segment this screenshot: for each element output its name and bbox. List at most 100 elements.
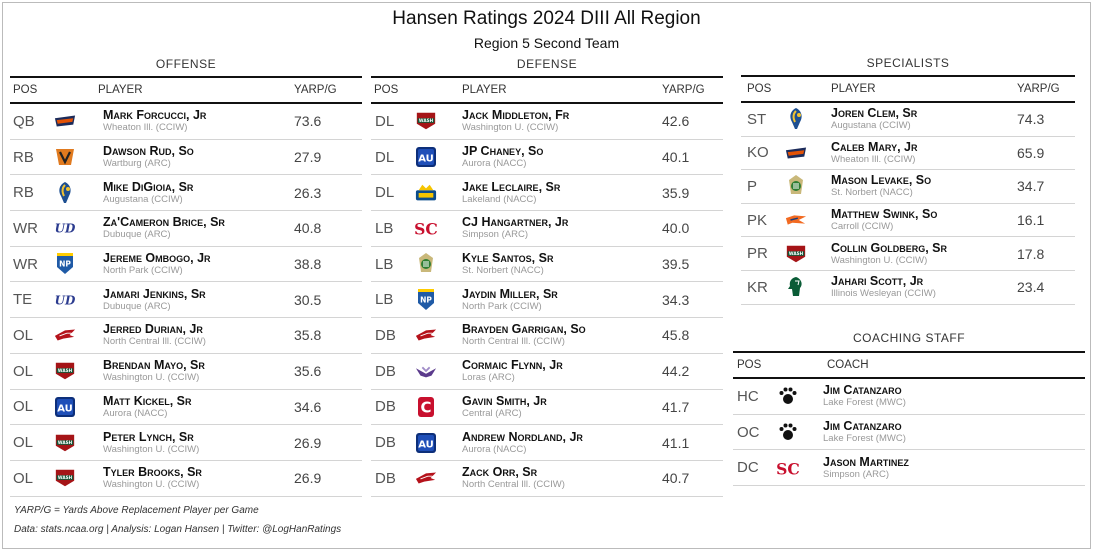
coach-row: DC SC Jason Martinez Simpson (ARC): [733, 450, 1085, 487]
position-label: DL: [375, 148, 395, 166]
svg-text:NP: NP: [59, 260, 71, 269]
coaching-header: POS COACH: [733, 351, 1085, 379]
pos-header: POS: [747, 83, 772, 95]
player-info: Jack Middleton, Fr Washington U. (CCIW): [437, 109, 662, 134]
svg-text:AU: AU: [418, 154, 434, 165]
position-label: QB: [13, 112, 35, 130]
svg-text:UD: UD: [55, 222, 76, 236]
player-row: DB Brayden Garrigan, So North Central Ill.…: [371, 318, 723, 354]
school-label: Loras (ARC): [462, 372, 515, 384]
player-name: Caleb Mary, Jr: [831, 139, 918, 154]
svg-text:C: C: [420, 398, 431, 416]
yarp-value: 41.1: [662, 434, 690, 451]
player-info: Jason Martinez Simpson (ARC): [799, 455, 1049, 480]
offense-header: POS PLAYER YARP/G: [10, 76, 362, 104]
wheaton-logo-icon: [785, 144, 807, 162]
player-name: Kyle Santos, Sr: [462, 251, 554, 266]
school-label: North Park (CCIW): [462, 300, 542, 312]
school-label: Carroll (CCIW): [831, 221, 894, 233]
position-label: OL: [13, 326, 34, 344]
school-label: Wartburg (ARC): [103, 158, 171, 170]
dubuque-logo-icon: UD: [54, 292, 76, 308]
position-label: LB: [375, 291, 394, 309]
coaching-title: COACHING STAFF: [852, 331, 966, 345]
player-row: DB C Gavin Smith, Jr Central (ARC) 41.7: [371, 390, 723, 426]
yarp-value: 34.7: [1017, 178, 1045, 195]
player-info: Zack Orr, Sr North Central Ill. (CCIW): [437, 465, 662, 491]
yarp-value: 65.9: [1017, 144, 1045, 161]
player-row: OL AU Matt Kickel, Sr Aurora (NACC) 34.6: [10, 390, 362, 426]
position-label: KO: [747, 144, 769, 162]
yarp-value: 34.3: [662, 291, 690, 308]
defense-header: POS PLAYER YARP/G: [371, 76, 723, 104]
stnorbert-logo-icon: [785, 174, 807, 198]
school-label: Central (ARC): [462, 407, 522, 419]
position-label: DB: [375, 362, 396, 380]
school-label: Illinois Wesleyan (CCIW): [831, 288, 936, 300]
school-label: St. Norbert (NACC): [462, 265, 544, 277]
aurora-logo-icon: AU: [415, 146, 437, 168]
yarp-value: 34.6: [294, 398, 322, 415]
school-label: Lake Forest (MWC): [823, 433, 906, 445]
yarp-value: 16.1: [1017, 212, 1045, 229]
position-label: OL: [13, 362, 34, 380]
svg-text:WASH: WASH: [789, 251, 804, 256]
northpark-logo-icon: NP: [54, 252, 76, 276]
yarp-value: 26.9: [294, 470, 322, 487]
yarp-value: 27.9: [294, 149, 322, 166]
player-info: Jim Catanzaro Lake Forest (MWC): [799, 384, 1049, 409]
wartburg-logo-icon: [54, 147, 76, 167]
player-name: Jerred Durian, Jr: [103, 322, 203, 337]
player-name: Jaydin Miller, Sr: [462, 286, 558, 301]
northcentral-logo-icon: [54, 327, 76, 343]
player-info: Joren Clem, Sr Augustana (CCIW): [807, 107, 1017, 132]
player-row: WR NP Jereme Ombogo, Jr North Park (CCIW) 38…: [10, 247, 362, 283]
player-name: Zack Orr, Sr: [462, 465, 538, 480]
school-label: North Park (CCIW): [103, 265, 183, 277]
player-row: WR UD Za'Cameron Brice, Sr Dubuque (ARC) 40.…: [10, 211, 362, 247]
player-info: Matt Kickel, Sr Aurora (NACC): [76, 394, 294, 419]
school-label: St. Norbert (NACC): [831, 187, 913, 199]
washu-logo-icon: WASH: [54, 433, 76, 453]
school-label: Aurora (NACC): [462, 158, 527, 170]
stat-header: YARP/G: [662, 84, 705, 96]
position-label: DL: [375, 184, 395, 202]
defense-title: DEFENSE: [516, 57, 578, 71]
player-name: Brendan Mayo, Sr: [103, 358, 205, 373]
player-name: CJ Hangartner, Jr: [462, 215, 569, 230]
central-logo-icon: C: [415, 396, 437, 418]
washu-logo-icon: WASH: [54, 361, 76, 381]
coaching-rows: HC Jim Catanzaro Lake Forest (MWC) OC Jim Ca…: [733, 379, 1085, 487]
coach-name: Jim Catanzaro: [823, 419, 902, 434]
defense-rows: DL WASH Jack Middleton, Fr Washington U. (C…: [371, 104, 723, 497]
player-row: OL WASH Brendan Mayo, Sr Washington U. (CCI…: [10, 354, 362, 390]
player-row: TE UD Jamari Jenkins, Sr Dubuque (ARC) 30.5: [10, 282, 362, 319]
position-label: OL: [13, 469, 34, 487]
northcentral-logo-icon: [415, 327, 437, 343]
wheaton-logo-icon: [54, 112, 76, 130]
player-info: Jamari Jenkins, Sr Dubuque (ARC): [76, 287, 294, 312]
player-name: Jereme Ombogo, Jr: [103, 251, 211, 266]
yarp-value: 26.9: [294, 434, 322, 451]
svg-text:WASH: WASH: [58, 475, 73, 480]
player-row: LB NP Jaydin Miller, Sr North Park (CCIW) 34…: [371, 282, 723, 319]
school-label: Simpson (ARC): [823, 468, 889, 480]
player-name: Mason Levake, So: [831, 173, 932, 188]
lakeland-logo-icon: [415, 182, 437, 204]
player-row: OL Jerred Durian, Jr North Central Ill. (C…: [10, 318, 362, 354]
school-label: Augustana (CCIW): [103, 193, 183, 205]
player-row: KO Caleb Mary, Jr Wheaton Ill. (CCIW) 65.9: [741, 137, 1075, 171]
position-label: ST: [747, 110, 767, 128]
pos-header: POS: [374, 84, 399, 96]
northpark-logo-icon: NP: [415, 288, 437, 312]
position-label: DC: [737, 459, 759, 477]
position-label: RB: [13, 148, 34, 166]
player-row: OL WASH Tyler Brooks, Sr Washington U. (CCI…: [10, 461, 362, 497]
school-label: Wheaton Ill. (CCIW): [103, 122, 188, 134]
stat-header: YARP/G: [1017, 83, 1060, 95]
position-label: DB: [375, 434, 396, 452]
position-label: LB: [375, 255, 394, 273]
player-info: Cormaic Flynn, Jr Loras (ARC): [437, 359, 662, 384]
player-row: RB Mike DiGioia, Sr Augustana (CCIW) 26.3: [10, 175, 362, 212]
